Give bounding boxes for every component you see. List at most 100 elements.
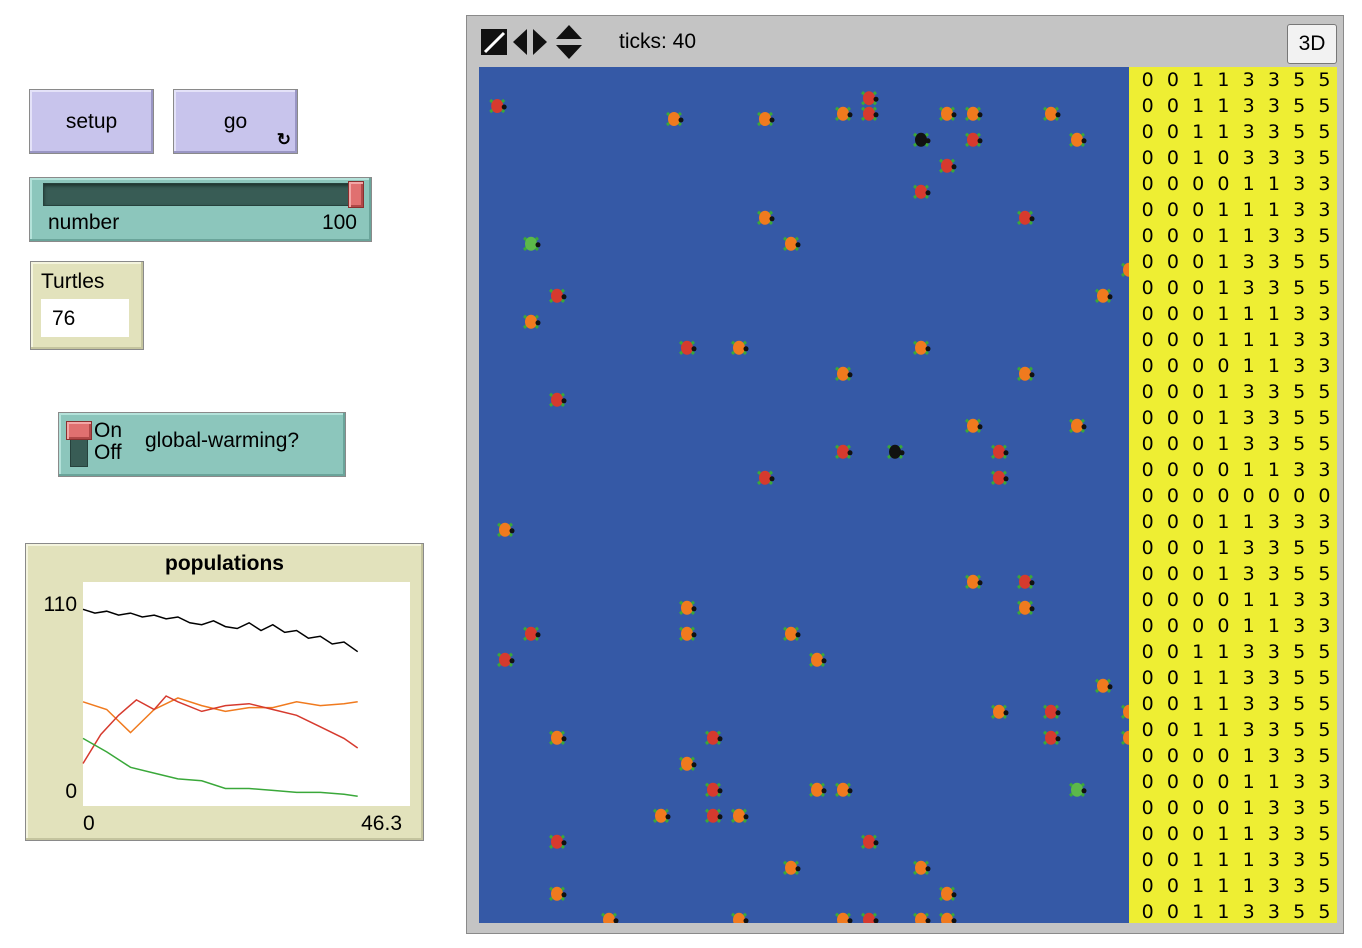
patch-grid-cell: 3 — [1293, 225, 1306, 247]
turtle — [1043, 106, 1061, 121]
patch-grid-cell: 5 — [1293, 407, 1306, 429]
patch-grid-cell: 0 — [1141, 459, 1154, 481]
turtle — [666, 111, 684, 127]
turtle — [783, 626, 801, 641]
patch-grid-cell: 5 — [1318, 797, 1331, 819]
patch-grid-cell: 1 — [1267, 199, 1280, 221]
plot-series-line-0 — [82, 608, 359, 653]
patch-grid-cell: 3 — [1293, 615, 1306, 637]
patch-grid-cell: 1 — [1242, 459, 1255, 481]
patch-grid-cell: 1 — [1217, 901, 1230, 923]
patch-grid-cell: 1 — [1242, 745, 1255, 767]
patch-grid-cell: 0 — [1192, 277, 1205, 299]
patch-grid-cell: 0 — [1141, 875, 1154, 897]
patch-grid-cell: 0 — [1141, 433, 1154, 455]
patch-grid-cell: 5 — [1318, 225, 1331, 247]
patch-grid-cell: 0 — [1217, 355, 1230, 377]
global-warming-switch[interactable]: On Off global-warming? — [58, 412, 346, 477]
patch-grid-cell: 3 — [1318, 303, 1331, 325]
patch-grid-cell: 1 — [1217, 433, 1230, 455]
patch-grid-cell: 0 — [1267, 485, 1280, 507]
patch-grid-cell: 0 — [1166, 719, 1179, 741]
patch-grid-cell: 0 — [1166, 667, 1179, 689]
turtle — [965, 418, 983, 433]
patch-grid-cell: 0 — [1166, 407, 1179, 429]
patch-grid-cell: 3 — [1293, 875, 1306, 897]
patch-grid-cell: 0 — [1192, 589, 1205, 611]
slider-thumb[interactable] — [348, 181, 364, 208]
turtle — [1017, 366, 1035, 381]
patch-grid-cell: 0 — [1141, 355, 1154, 377]
switch-thumb[interactable] — [66, 421, 92, 440]
patch-grid-cell: 1 — [1267, 589, 1280, 611]
slider-label: number — [48, 211, 120, 234]
patch-grid-cell: 3 — [1267, 849, 1280, 871]
patch-grid-cell: 3 — [1267, 641, 1280, 663]
patch-grid-cell: 5 — [1293, 251, 1306, 273]
turtle — [991, 444, 1009, 459]
patch-grid-cell: 3 — [1293, 147, 1306, 169]
patch-grid-cell: 0 — [1141, 199, 1154, 221]
patch-grid-cell: 5 — [1293, 537, 1306, 559]
vertical-arrows-icon[interactable] — [555, 25, 583, 59]
patch-grid-cell: 0 — [1192, 745, 1205, 767]
turtle — [783, 860, 801, 875]
turtle — [939, 158, 957, 173]
number-slider[interactable]: number 100 — [29, 177, 372, 242]
patch-grid-cell: 0 — [1141, 693, 1154, 715]
patch-grid-cell: 0 — [1166, 875, 1179, 897]
patch-grid-cell: 3 — [1242, 95, 1255, 117]
patch-grid-cell: 3 — [1242, 277, 1255, 299]
turtle — [861, 834, 879, 849]
patch-grid-cell: 3 — [1293, 849, 1306, 871]
go-button[interactable]: go ↻ — [173, 89, 298, 154]
setup-button[interactable]: setup — [29, 89, 154, 154]
slider-value: 100 — [321, 211, 357, 234]
patch-grid-cell: 0 — [1166, 433, 1179, 455]
slider-track[interactable] — [43, 183, 358, 206]
patch-grid-cell: 1 — [1217, 225, 1230, 247]
patch-grid-cell: 0 — [1217, 771, 1230, 793]
patch-grid-cell: 0 — [1166, 303, 1179, 325]
patch-grid-cell: 0 — [1192, 563, 1205, 585]
patch-grid-cell: 0 — [1217, 745, 1230, 767]
patch-grid-cell: 3 — [1267, 797, 1280, 819]
patch-grid-cell: 5 — [1318, 121, 1331, 143]
patch-grid-cell: 5 — [1318, 667, 1331, 689]
patch-grid-cell: 1 — [1242, 823, 1255, 845]
3d-button-label: 3D — [1298, 32, 1326, 55]
3d-view-button[interactable]: 3D — [1287, 24, 1337, 64]
patch-grid-cell: 5 — [1318, 849, 1331, 871]
patch-grid-cell: 3 — [1267, 563, 1280, 585]
turtle — [601, 912, 619, 923]
patch-grid-cell: 5 — [1318, 69, 1331, 91]
turtle — [731, 912, 749, 923]
patch-grid-cell: 3 — [1242, 667, 1255, 689]
patch-grid-cell: 3 — [1242, 251, 1255, 273]
world-area[interactable] — [479, 67, 1129, 923]
turtle — [1017, 600, 1035, 615]
turtle — [887, 444, 905, 459]
resize-icon[interactable] — [481, 29, 507, 55]
turtle — [679, 626, 697, 641]
patch-grid-cell: 0 — [1192, 537, 1205, 559]
turtle — [939, 912, 957, 923]
patch-grid-cell: 0 — [1217, 797, 1230, 819]
patch-grid-cell: 3 — [1242, 901, 1255, 923]
patch-grid-cell: 1 — [1267, 615, 1280, 637]
horizontal-arrows-icon[interactable] — [513, 28, 547, 56]
patch-grid-cell: 0 — [1166, 69, 1179, 91]
patch-grid-cell: 0 — [1166, 485, 1179, 507]
patch-grid-cell: 0 — [1141, 667, 1154, 689]
